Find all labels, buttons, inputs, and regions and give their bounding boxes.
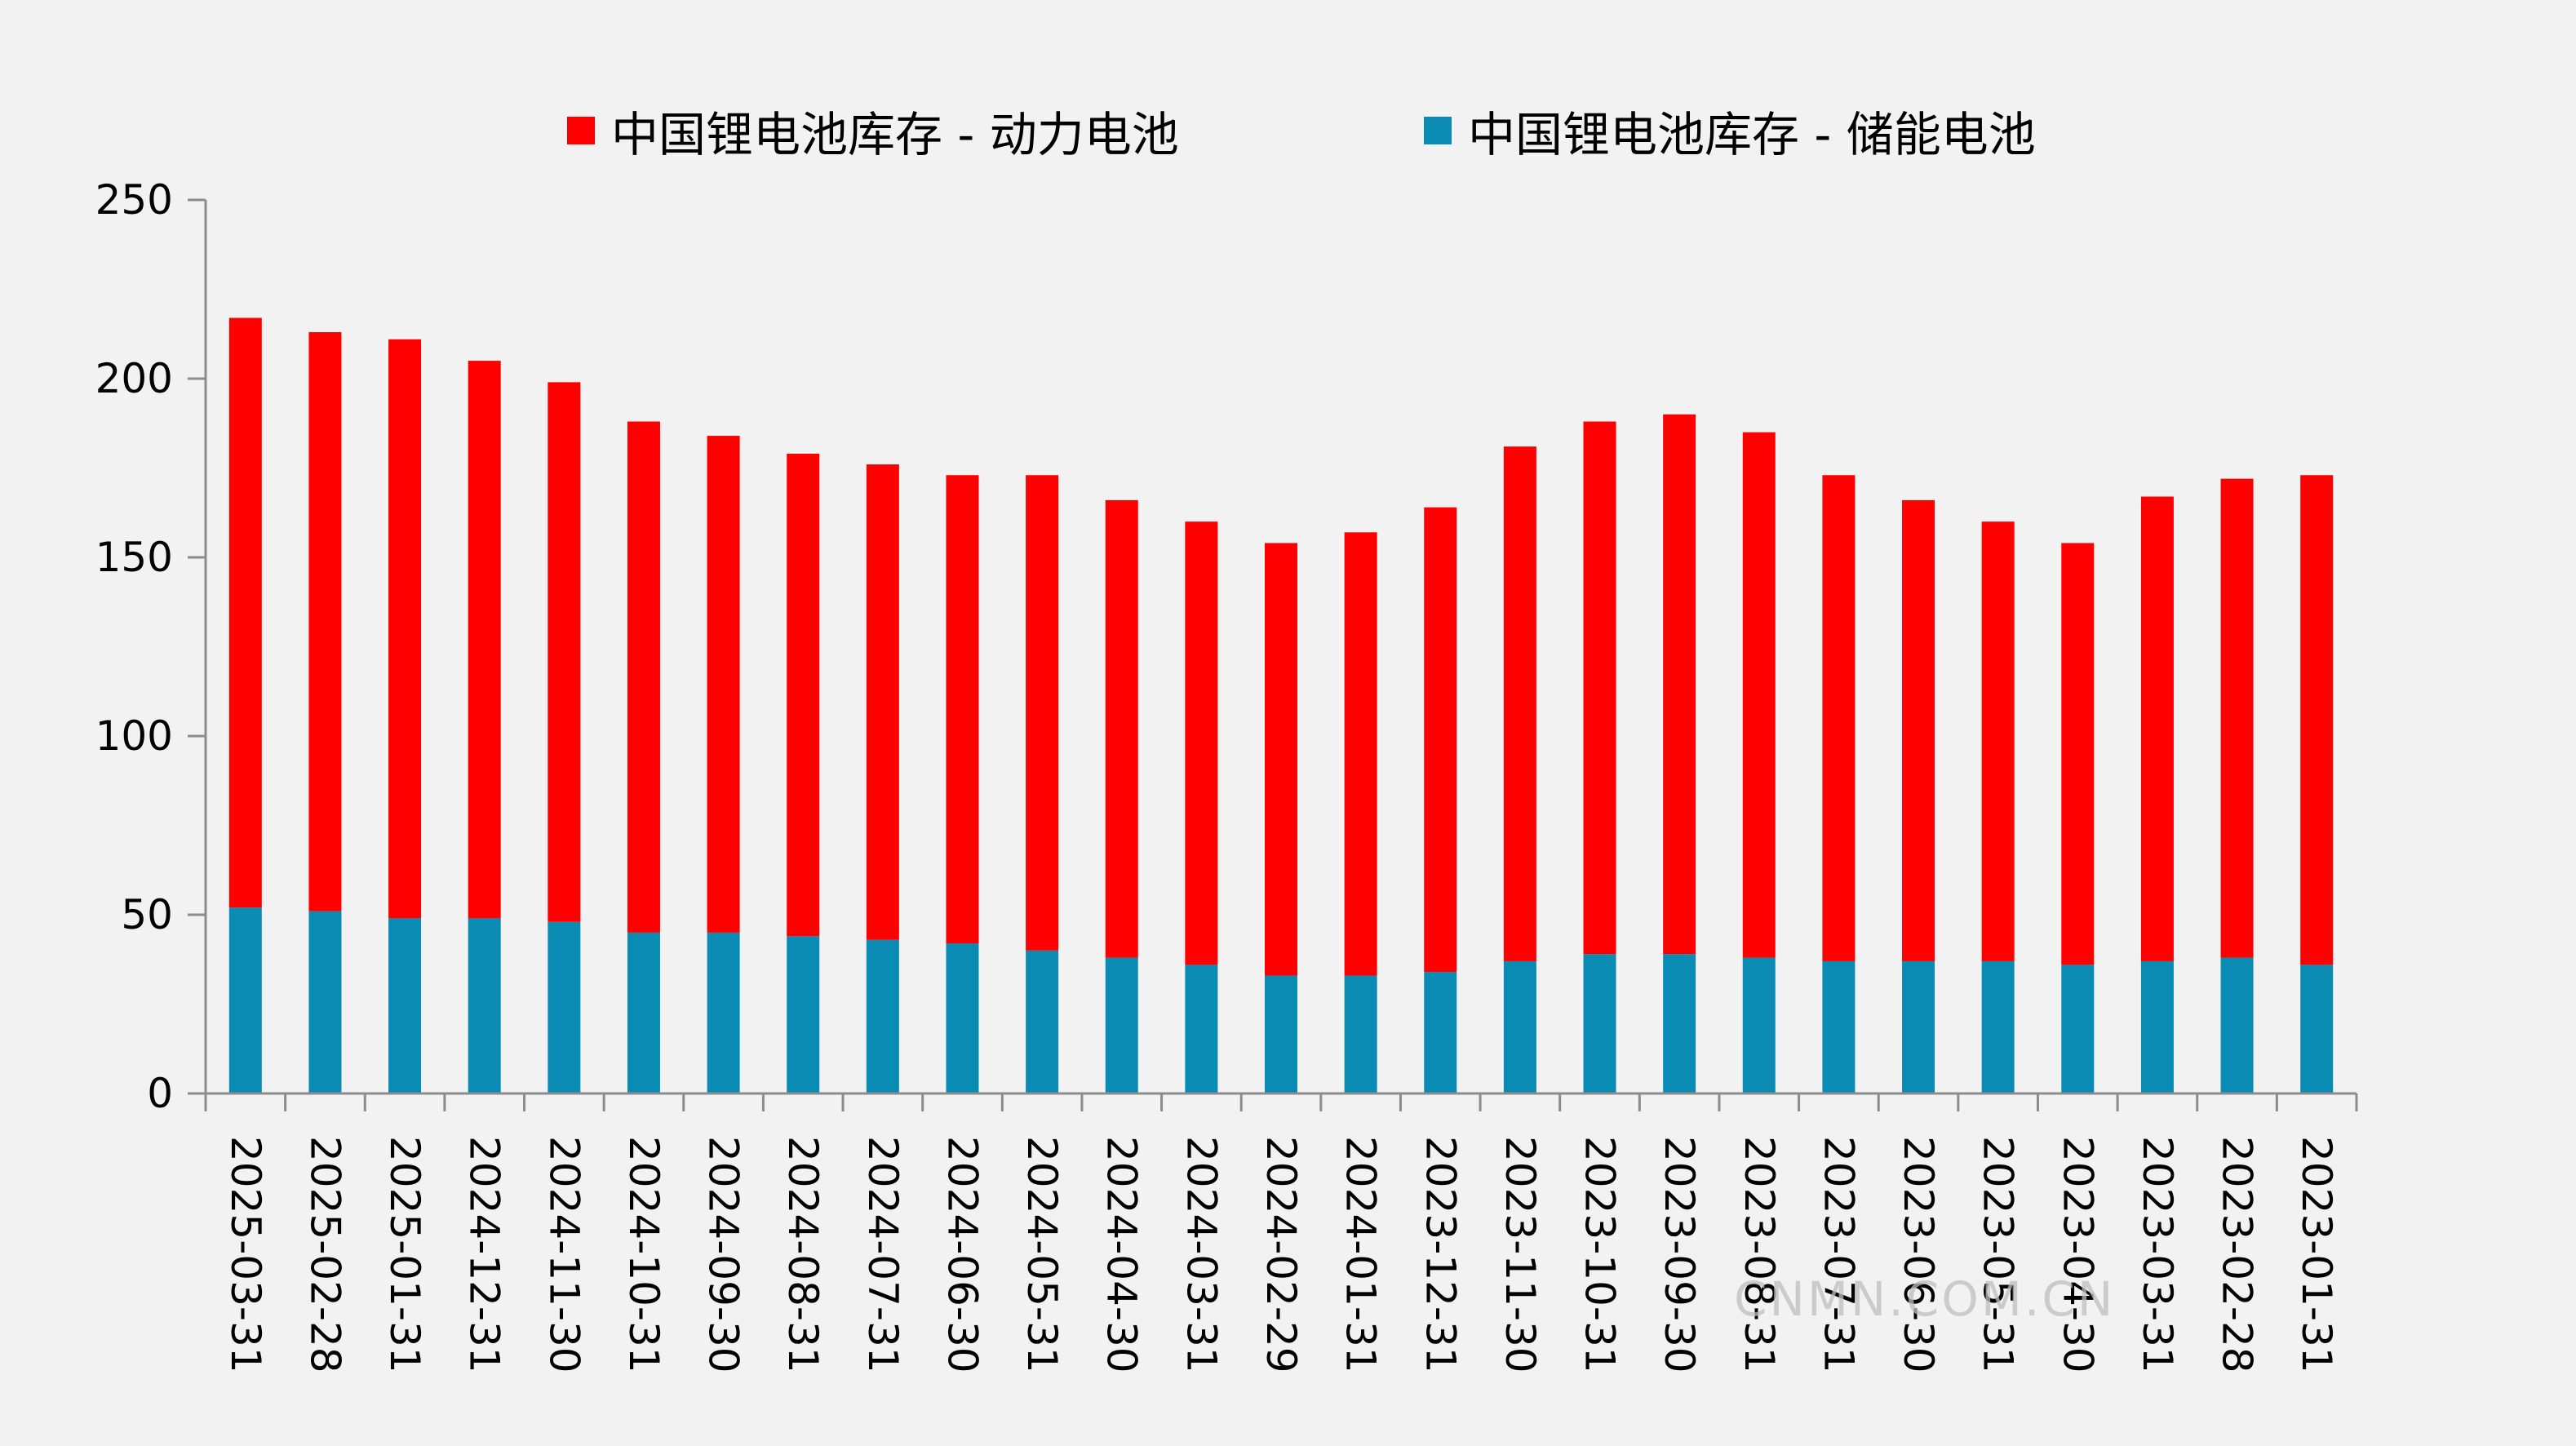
- bar-power-2024-08-31: [787, 453, 820, 937]
- bar-power-2023-06-30: [1902, 499, 1935, 961]
- bar-power-2025-02-28: [308, 332, 342, 912]
- x-category-label: 2024-05-31: [1018, 1136, 1066, 1373]
- bar-storage-2023-05-31: [1981, 960, 2015, 1093]
- y-tick-label: 50: [121, 891, 173, 938]
- legend-label: 中国锂电池库存 - 动力电池: [611, 107, 1179, 162]
- bar-power-2023-12-31: [1424, 507, 1457, 973]
- bar-storage-2024-09-30: [707, 932, 740, 1093]
- x-category-label: 2024-11-30: [540, 1136, 587, 1373]
- x-category-label: 2023-06-30: [1895, 1136, 1942, 1373]
- bar-storage-2023-09-30: [1663, 954, 1696, 1093]
- bar-power-2023-03-31: [2140, 496, 2174, 961]
- x-category-label: 2023-09-30: [1656, 1136, 1703, 1373]
- bar-power-2025-01-31: [388, 339, 422, 919]
- bar-power-2024-09-30: [707, 436, 740, 933]
- x-category-label: 2023-07-31: [1815, 1136, 1862, 1373]
- y-tick-label: 0: [147, 1070, 173, 1117]
- bar-power-2024-12-31: [468, 361, 501, 919]
- bars: [228, 317, 2334, 1093]
- bar-power-2023-01-31: [2300, 475, 2334, 965]
- legend: 中国锂电池库存 - 动力电池 中国锂电池库存 - 储能电池: [567, 107, 2036, 162]
- x-category-label: 2024-02-29: [1257, 1136, 1305, 1373]
- x-category-label: 2023-08-31: [1736, 1136, 1783, 1373]
- bar-storage-2024-12-31: [468, 918, 501, 1093]
- y-tick-label: 100: [95, 712, 173, 760]
- bar-power-2024-05-31: [1026, 475, 1059, 951]
- y-ticks: 0 50 100 150 200 250: [95, 176, 206, 1117]
- bar-storage-2023-12-31: [1424, 972, 1457, 1093]
- bar-storage-2024-02-29: [1265, 975, 1297, 1093]
- x-category-label: 2023-11-30: [1496, 1136, 1544, 1373]
- bar-power-2024-01-31: [1344, 532, 1377, 976]
- bar-power-2024-06-30: [946, 475, 979, 944]
- x-category-label: 2023-01-31: [2293, 1136, 2340, 1373]
- y-tick-label: 200: [95, 355, 173, 402]
- x-category-label: 2024-03-31: [1177, 1136, 1225, 1373]
- x-category-label: 2024-12-31: [461, 1136, 508, 1373]
- bar-storage-2024-11-30: [548, 921, 581, 1093]
- bar-power-2023-09-30: [1663, 414, 1696, 955]
- bar-power-2023-08-31: [1742, 432, 1776, 958]
- x-category-label: 2023-04-30: [2054, 1136, 2101, 1373]
- x-category-label: 2025-03-31: [222, 1136, 269, 1373]
- bar-power-2024-02-29: [1265, 543, 1297, 976]
- bar-storage-2023-04-30: [2061, 965, 2095, 1093]
- bar-storage-2025-03-31: [228, 907, 262, 1093]
- bar-storage-2023-10-31: [1583, 954, 1616, 1093]
- bar-power-2023-10-31: [1583, 421, 1616, 955]
- x-category-label: 2024-06-30: [938, 1136, 986, 1373]
- x-category-label: 2024-09-30: [700, 1136, 747, 1373]
- x-category-label: 2024-04-30: [1098, 1136, 1146, 1373]
- bar-storage-2023-11-30: [1503, 960, 1536, 1093]
- bar-power-2024-04-30: [1105, 499, 1138, 958]
- axes: [204, 200, 2358, 1111]
- x-category-label: 2024-08-31: [779, 1136, 827, 1373]
- x-category-label: 2024-10-31: [620, 1136, 667, 1373]
- bar-storage-2023-08-31: [1742, 957, 1776, 1093]
- x-category-label: 2023-12-31: [1417, 1136, 1464, 1373]
- bar-power-2023-05-31: [1981, 521, 2015, 961]
- x-category-label: 2023-03-31: [2134, 1136, 2181, 1373]
- bar-storage-2023-01-31: [2300, 965, 2334, 1093]
- bar-power-2025-03-31: [228, 317, 262, 908]
- bar-power-2023-02-28: [2220, 478, 2254, 958]
- bar-power-2024-03-31: [1185, 521, 1218, 965]
- bar-storage-2023-06-30: [1902, 960, 1935, 1093]
- bar-storage-2023-07-31: [1822, 960, 1856, 1093]
- x-category-label: 2024-07-31: [859, 1136, 907, 1373]
- bar-storage-2023-03-31: [2140, 960, 2174, 1093]
- x-category-label: 2025-02-28: [301, 1136, 348, 1373]
- x-category-label: 2024-01-31: [1337, 1136, 1385, 1373]
- y-tick-label: 150: [95, 534, 173, 581]
- bar-storage-2024-07-31: [866, 939, 899, 1093]
- x-category-label: 2023-02-28: [2214, 1136, 2261, 1373]
- y-tick-label: 250: [95, 176, 173, 224]
- bar-storage-2023-02-28: [2220, 957, 2254, 1093]
- bar-power-2024-07-31: [866, 464, 899, 940]
- bar-power-2024-11-30: [548, 382, 581, 922]
- bar-storage-2024-06-30: [946, 943, 979, 1093]
- legend-swatch: [1424, 117, 1452, 144]
- bar-storage-2025-02-28: [308, 911, 342, 1093]
- legend-swatch: [567, 117, 595, 144]
- watermark: CNMN.COM.CN: [1734, 1271, 2115, 1327]
- bar-storage-2024-03-31: [1185, 965, 1218, 1093]
- bar-storage-2024-10-31: [627, 932, 660, 1093]
- bar-power-2023-07-31: [1822, 475, 1856, 961]
- bar-storage-2024-04-30: [1105, 957, 1138, 1093]
- x-category-label: 2023-05-31: [1975, 1136, 2022, 1373]
- x-category-label: 2025-01-31: [381, 1136, 428, 1373]
- bar-storage-2024-01-31: [1344, 975, 1377, 1093]
- bar-storage-2025-01-31: [388, 918, 422, 1093]
- bar-power-2023-11-30: [1503, 446, 1536, 961]
- bar-storage-2024-08-31: [787, 936, 820, 1093]
- x-category-labels: 2025-03-31 2025-02-28 2025-01-31 2024-12-31…: [222, 1136, 2340, 1373]
- bar-power-2023-04-30: [2061, 543, 2095, 965]
- legend-label: 中国锂电池库存 - 储能电池: [1468, 107, 2036, 162]
- x-category-label: 2023-10-31: [1576, 1136, 1624, 1373]
- bar-power-2024-10-31: [627, 421, 660, 933]
- bar-storage-2024-05-31: [1026, 950, 1059, 1093]
